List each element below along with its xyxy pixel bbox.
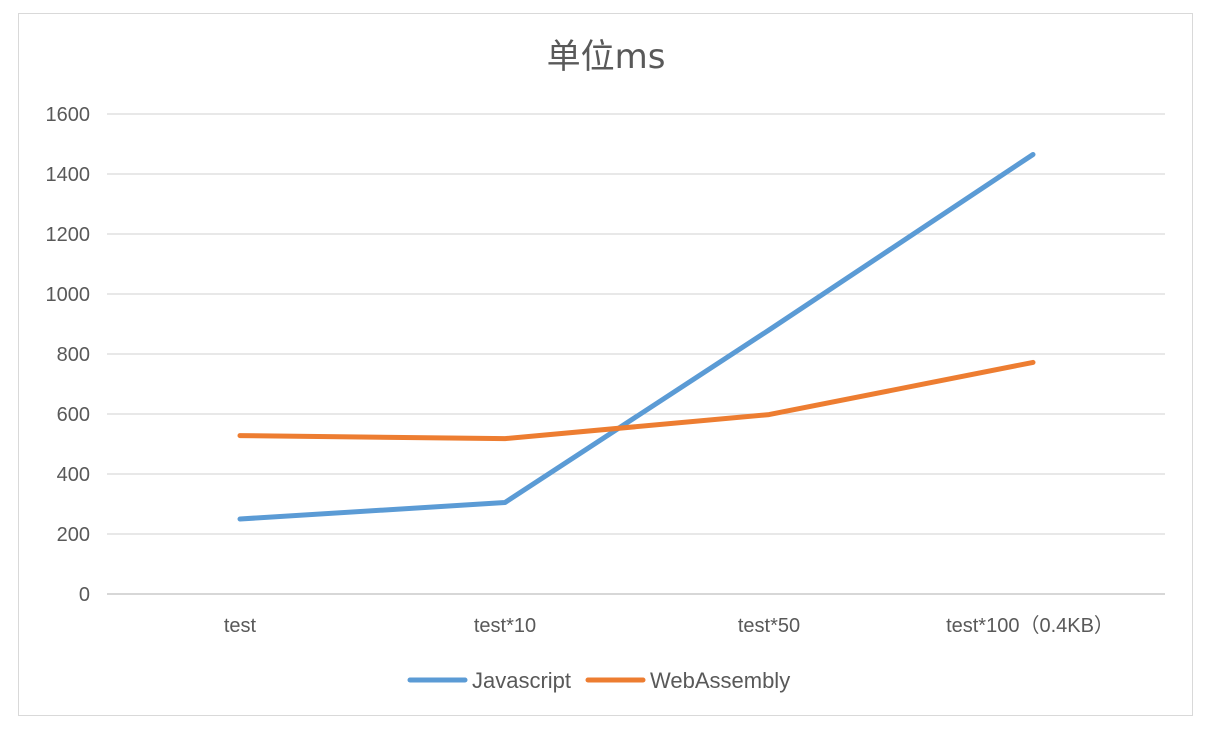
y-tick-label: 1400 [46, 164, 91, 186]
y-tick-label: 400 [57, 464, 90, 486]
x-tick-label: test [224, 615, 257, 637]
y-tick-label: 0 [79, 584, 90, 606]
y-tick-label: 800 [57, 344, 90, 366]
legend-label-webassembly: WebAssembly [650, 668, 790, 693]
chart-frame [18, 13, 1193, 716]
y-tick-label: 1200 [46, 224, 91, 246]
gridlines [107, 113, 1165, 595]
y-tick-label: 600 [57, 404, 90, 426]
legend-label-javascript: Javascript [472, 668, 571, 693]
legend: Javascript WebAssembly [407, 668, 790, 693]
x-tick-label: test*50 [738, 615, 800, 637]
x-axis-tick-labels: test test*10 test*50 test*100（0.4KB） [224, 614, 1114, 637]
y-tick-label: 1000 [46, 284, 91, 306]
series-line-javascript [237, 152, 1036, 522]
y-axis-tick-labels: 0 200 400 600 800 1000 1200 1400 1600 [46, 104, 91, 606]
y-tick-label: 200 [57, 524, 90, 546]
series-line-webassembly [237, 359, 1036, 442]
y-tick-label: 1600 [46, 104, 91, 126]
x-tick-label: test*100（0.4KB） [946, 614, 1114, 637]
series-lines [237, 152, 1036, 522]
chart-title: 单位ms [547, 37, 666, 77]
x-tick-label: test*10 [474, 615, 536, 637]
